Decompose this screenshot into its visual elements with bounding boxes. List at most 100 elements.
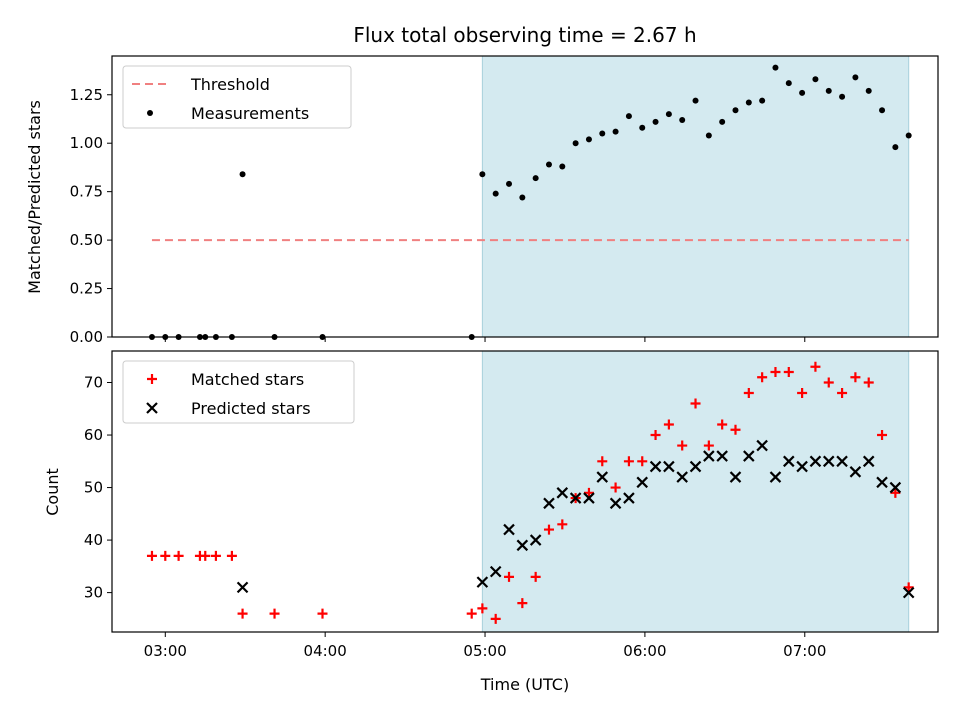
- predicted-stars-point: [809, 455, 822, 468]
- predicted-stars-point: [703, 450, 715, 462]
- predicted-stars-point: [729, 471, 742, 483]
- matched-stars-point: [677, 440, 688, 451]
- predicted-stars-point: [769, 471, 782, 483]
- predicted-stars-point: [636, 476, 649, 489]
- matched-stars-point: [237, 608, 248, 619]
- bottom-legend: Matched stars Predicted stars: [122, 360, 355, 424]
- bottom-y-tick-label: 40: [84, 531, 103, 549]
- measurements-point: [612, 128, 619, 135]
- measurements-point: [745, 99, 752, 106]
- matched-stars-point: [783, 367, 794, 378]
- predicted-stars-point: [543, 497, 555, 510]
- predicted-stars-point: [503, 523, 515, 536]
- legend-threshold-label: Threshold: [190, 75, 270, 94]
- matched-stars-point: [160, 550, 171, 561]
- matched-stars-point: [146, 550, 157, 561]
- measurements-point: [652, 118, 659, 125]
- bottom-y-tick-label: 70: [84, 374, 103, 392]
- matched-stars-point: [877, 430, 888, 441]
- matched-stars-point: [663, 419, 674, 430]
- legend-matched-marker: [147, 374, 157, 384]
- top-y-tick-label: 1.25: [70, 86, 103, 104]
- matched-stars-point: [200, 550, 211, 561]
- predicted-stars-point: [689, 460, 702, 473]
- measurements-point: [785, 80, 792, 87]
- measurements-point: [905, 132, 912, 139]
- predicted-stars-point: [862, 455, 875, 468]
- legend-measurements-label: Measurements: [191, 104, 309, 123]
- matched-stars-point: [504, 571, 515, 582]
- matched-stars-point: [610, 482, 621, 493]
- predicted-stars-point: [663, 460, 675, 473]
- predicted-stars-point: [529, 534, 542, 546]
- matched-stars-point: [903, 582, 914, 593]
- predicted-stars-point: [822, 455, 835, 468]
- predicted-stars-point: [743, 450, 755, 462]
- matched-stars-point: [173, 550, 184, 561]
- matched-stars-point: [850, 372, 861, 383]
- predicted-stars-point: [583, 492, 595, 504]
- matched-stars-point: [269, 608, 280, 619]
- matched-stars-point: [477, 603, 488, 614]
- measurements-point: [812, 76, 819, 83]
- measurements-point: [799, 89, 806, 96]
- matched-stars-point: [757, 372, 768, 383]
- measurements-point: [719, 118, 726, 125]
- matched-stars-point: [530, 571, 541, 582]
- measurements-point: [519, 194, 526, 201]
- measurements-point: [839, 93, 846, 100]
- bottom-y-tick-label: 60: [84, 426, 103, 444]
- bottom-x-tick-label: 04:00: [304, 642, 347, 660]
- measurements-point: [852, 74, 859, 81]
- predicted-stars-point: [836, 455, 848, 468]
- predicted-stars-point: [236, 581, 249, 594]
- predicted-stars-point: [609, 497, 622, 510]
- predicted-stars-point: [556, 487, 569, 499]
- measurements-point: [665, 111, 672, 118]
- measurements-point: [892, 144, 899, 151]
- measurements-point: [239, 171, 246, 178]
- top-y-tick-label: 0.25: [70, 280, 103, 298]
- matched-stars-point: [623, 456, 634, 467]
- matched-stars-point: [730, 424, 741, 435]
- bottom-x-tick-label: 07:00: [783, 642, 826, 660]
- measurements-point: [865, 87, 872, 94]
- matched-stars-point: [810, 361, 821, 372]
- predicted-stars-point: [623, 492, 635, 504]
- predicted-stars-point: [476, 576, 489, 588]
- legend-predicted-marker: [146, 402, 158, 414]
- chart-title: Flux total observing time = 2.67 h: [353, 23, 696, 47]
- matched-stars-point: [466, 608, 477, 619]
- bottom-shaded-region: [481, 350, 910, 633]
- matched-stars-point: [797, 388, 808, 399]
- matched-stars-point: [557, 519, 568, 530]
- bottom-x-tick-label: 03:00: [144, 642, 187, 660]
- bottom-legend-box: [122, 360, 355, 424]
- measurements-point: [825, 87, 832, 94]
- predicted-stars-point: [716, 450, 728, 462]
- measurements-point: [492, 190, 499, 197]
- matched-stars-point: [837, 388, 848, 399]
- top-legend-box: [122, 65, 352, 129]
- measurements-point: [559, 163, 566, 170]
- measurements-point: [479, 171, 486, 178]
- top-y-axis-label: Matched/Predicted stars: [25, 100, 44, 294]
- top-y-tick-label: 0.75: [70, 183, 103, 201]
- predicted-stars-point: [676, 471, 688, 483]
- matched-stars-point: [717, 419, 728, 430]
- measurements-point: [545, 161, 552, 168]
- top-legend: Threshold Measurements: [122, 65, 352, 129]
- measurements-point: [692, 97, 699, 104]
- measurements-point: [772, 64, 779, 71]
- predicted-stars-point: [902, 586, 915, 599]
- matched-stars-point: [637, 456, 648, 467]
- matched-stars-point: [317, 608, 328, 619]
- matched-stars-point: [690, 398, 701, 409]
- bottom-y-tick-label: 30: [84, 584, 103, 602]
- matched-stars-point: [226, 550, 237, 561]
- predicted-stars-point: [569, 492, 582, 504]
- measurements-point: [705, 132, 712, 139]
- bottom-x-tick-label: 06:00: [623, 642, 666, 660]
- measurements-point: [732, 107, 739, 114]
- measurements-point: [625, 113, 632, 120]
